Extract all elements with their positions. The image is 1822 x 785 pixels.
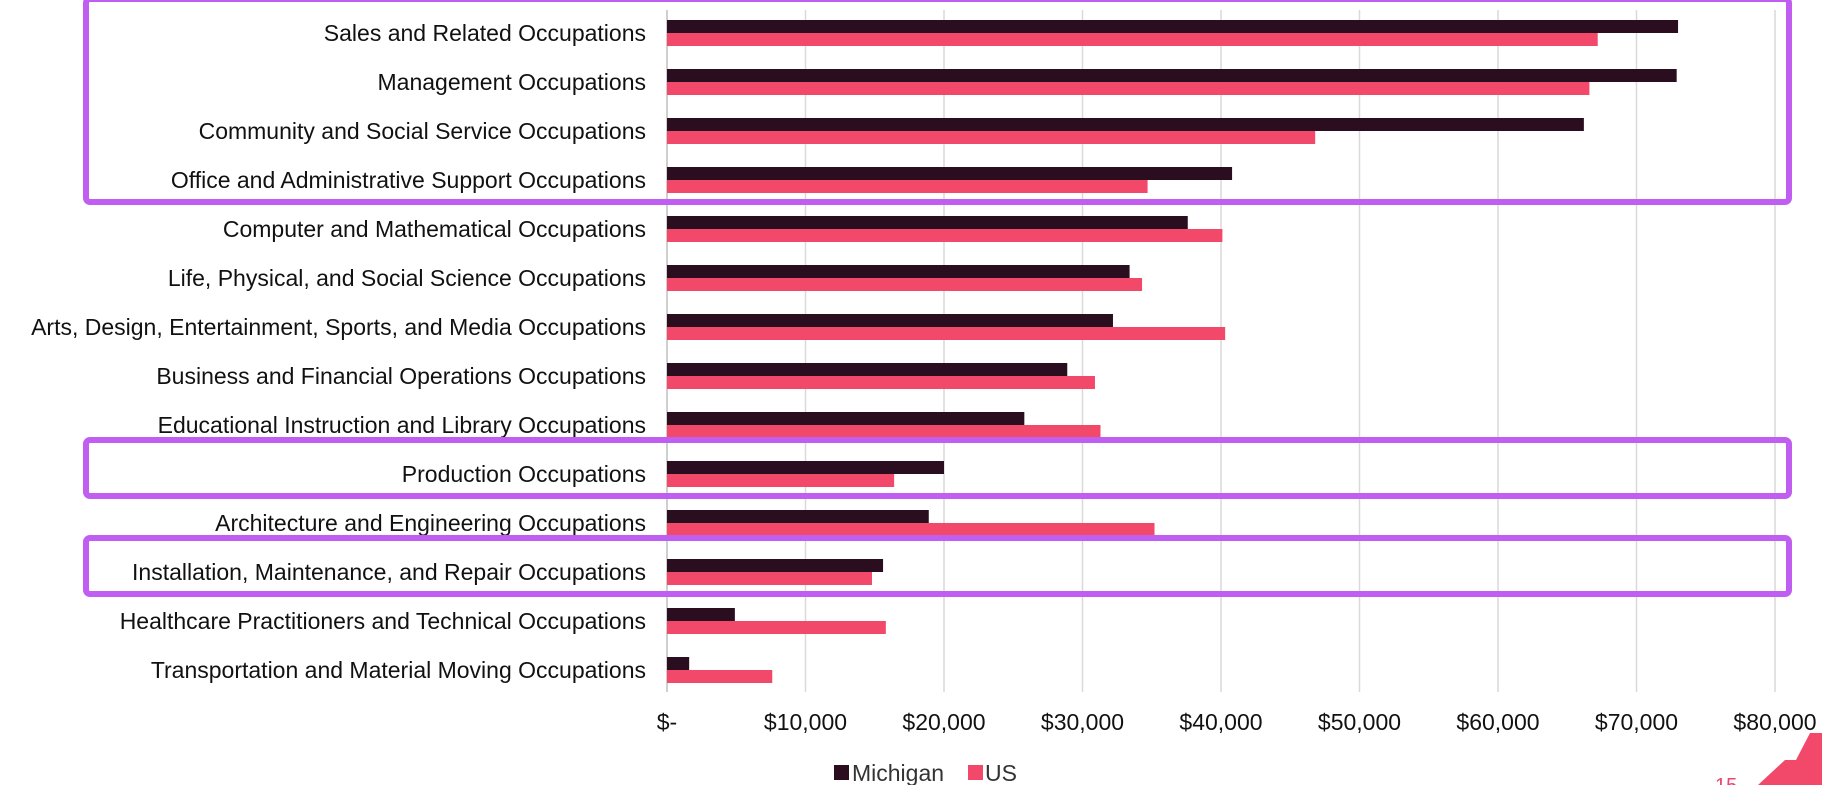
legend-swatch-michigan — [834, 765, 849, 780]
bar-us — [667, 327, 1226, 340]
bar-us — [667, 474, 895, 487]
category-label: Sales and Related Occupations — [324, 20, 646, 46]
highlight-box — [83, 0, 1792, 205]
highlight-boxes — [83, 0, 1792, 597]
x-tick-labels: $- $10,000 $20,000 $30,000 $40,000 $50,000 $60… — [657, 709, 1817, 735]
category-label: Management Occupations — [378, 69, 647, 95]
bar-us — [667, 425, 1101, 438]
x-tick-label: $20,000 — [902, 709, 985, 735]
bar-us — [667, 82, 1590, 95]
bar-michigan — [667, 69, 1677, 82]
bar-michigan — [667, 461, 944, 474]
bar-us — [667, 180, 1148, 193]
bar-michigan — [667, 559, 884, 572]
bar-michigan — [667, 216, 1188, 229]
bar-michigan — [667, 167, 1233, 180]
legend-swatch-us — [968, 765, 983, 780]
bar-us — [667, 523, 1155, 536]
bar-us — [667, 572, 872, 585]
category-label: Installation, Maintenance, and Repair Oc… — [132, 559, 646, 585]
category-label: Community and Social Service Occupations — [199, 118, 646, 144]
x-tick-label: $60,000 — [1456, 709, 1539, 735]
x-tick-label: $80,000 — [1733, 709, 1816, 735]
category-label: Production Occupations — [402, 461, 646, 487]
highlight-box — [83, 535, 1792, 597]
x-tick-label: $- — [657, 709, 677, 735]
bar-us — [667, 670, 773, 683]
bar-michigan — [667, 314, 1113, 327]
bar-michigan — [667, 412, 1025, 425]
x-tick-label: $70,000 — [1595, 709, 1678, 735]
highlight-box — [83, 437, 1792, 499]
category-label: Office and Administrative Support Occupa… — [171, 167, 646, 193]
x-tick-label: $10,000 — [764, 709, 847, 735]
category-label: Life, Physical, and Social Science Occup… — [168, 265, 646, 291]
category-label: Business and Financial Operations Occupa… — [156, 363, 646, 389]
corner-arrow-icon — [1758, 733, 1822, 785]
x-tick-label: $30,000 — [1041, 709, 1124, 735]
category-label: Educational Instruction and Library Occu… — [158, 412, 646, 438]
bar-michigan — [667, 363, 1068, 376]
bar-us — [667, 131, 1316, 144]
legend-label-us: US — [985, 760, 1017, 785]
category-label: Architecture and Engineering Occupations — [215, 510, 646, 536]
bars — [667, 20, 1679, 683]
gridlines — [666, 10, 1776, 692]
bar-michigan — [667, 20, 1679, 33]
category-label: Transportation and Material Moving Occup… — [151, 657, 646, 683]
category-labels: Sales and Related Occupations Management … — [31, 20, 646, 683]
bar-us — [667, 33, 1598, 46]
bar-michigan — [667, 657, 690, 670]
page-corner-mark: 15 — [1715, 733, 1822, 785]
bar-us — [667, 376, 1095, 389]
x-tick-label: $40,000 — [1179, 709, 1262, 735]
bar-michigan — [667, 118, 1584, 131]
bar-us — [667, 229, 1223, 242]
category-label: Computer and Mathematical Occupations — [223, 216, 646, 242]
category-label: Arts, Design, Entertainment, Sports, and… — [31, 314, 646, 340]
bar-us — [667, 278, 1143, 291]
bar-us — [667, 621, 886, 634]
category-label: Healthcare Practitioners and Technical O… — [120, 608, 646, 634]
legend: Michigan US — [834, 760, 1017, 785]
legend-label-michigan: Michigan — [852, 760, 944, 785]
bar-michigan — [667, 265, 1130, 278]
x-tick-label: $50,000 — [1318, 709, 1401, 735]
bar-michigan — [667, 510, 929, 523]
page-number: 15 — [1715, 775, 1737, 785]
bar-michigan — [667, 608, 735, 621]
